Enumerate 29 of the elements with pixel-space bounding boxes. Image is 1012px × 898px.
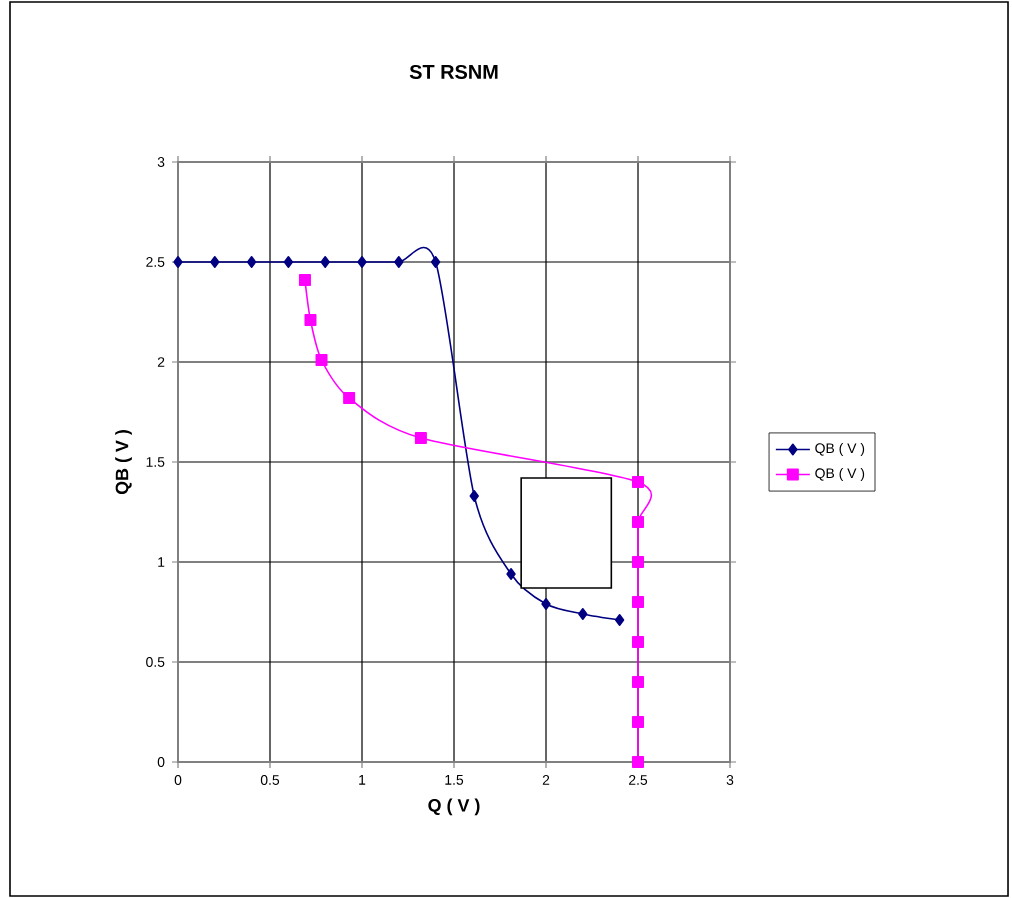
point — [357, 256, 367, 268]
point — [469, 490, 479, 502]
chart-title: ST RSNM — [409, 64, 498, 79]
point — [430, 256, 441, 268]
point — [394, 256, 404, 268]
point — [632, 596, 644, 608]
point — [632, 676, 644, 688]
point — [173, 256, 183, 268]
x-axis-title: Q ( V ) — [428, 798, 480, 816]
point — [578, 608, 588, 620]
point — [414, 432, 427, 444]
point — [632, 476, 644, 488]
point — [283, 256, 294, 268]
point — [632, 556, 644, 568]
y-axis-title: QB ( V ) — [115, 430, 132, 495]
point — [506, 568, 516, 580]
point — [632, 636, 644, 648]
point — [632, 516, 644, 528]
point — [320, 256, 330, 268]
point — [614, 614, 625, 626]
point — [246, 256, 257, 268]
point — [210, 256, 220, 268]
point — [632, 716, 644, 728]
point — [315, 354, 328, 366]
point — [541, 598, 551, 610]
point — [632, 756, 644, 768]
point — [343, 392, 356, 404]
point — [304, 314, 317, 326]
point — [298, 274, 311, 286]
